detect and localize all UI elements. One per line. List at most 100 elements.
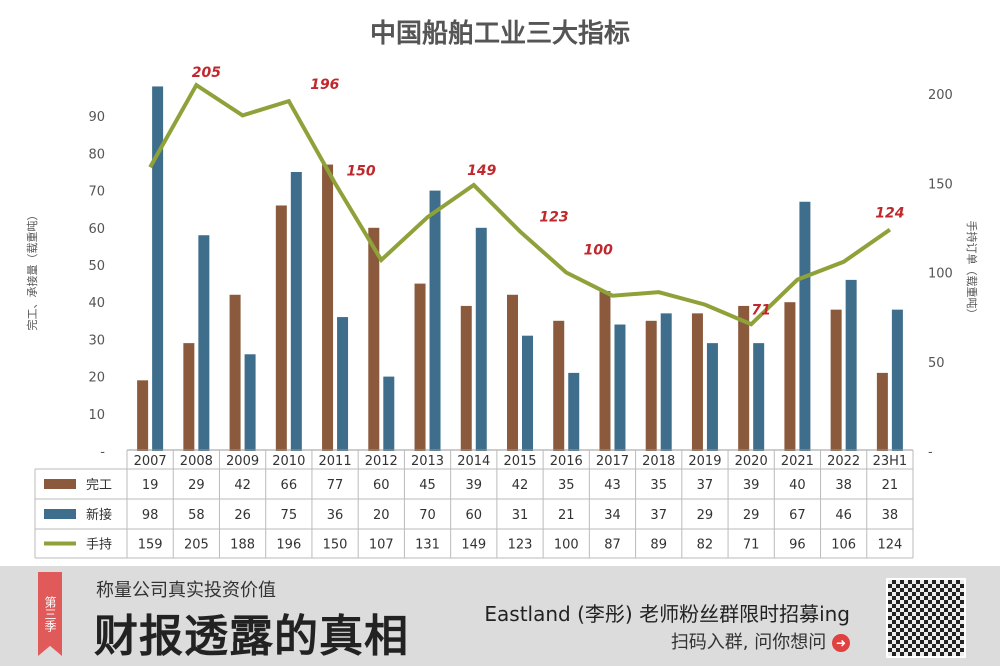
table-cell: 21 xyxy=(558,508,575,523)
bar-新接 xyxy=(845,279,857,451)
table-cell: 45 xyxy=(419,478,436,493)
left-axis-label: 完工、承接量（载重吨） xyxy=(25,210,39,331)
category-label: 2021 xyxy=(781,454,814,469)
bar-新接 xyxy=(290,172,302,451)
category-label: 2008 xyxy=(180,454,213,469)
bar-完工 xyxy=(414,283,426,451)
left-tick: 90 xyxy=(88,110,105,125)
bar-新接 xyxy=(475,227,487,451)
line-annotation: 100 xyxy=(584,243,613,259)
table-cell: 106 xyxy=(831,538,856,553)
table-cell: 31 xyxy=(512,508,529,523)
right-tick: 150 xyxy=(928,177,953,192)
category-label: 2022 xyxy=(827,454,860,469)
bar-完工 xyxy=(460,305,472,451)
right-axis-label: 手持订单（载重吨） xyxy=(965,221,979,320)
left-tick: 20 xyxy=(88,371,105,386)
legend-label: 新接 xyxy=(86,507,112,523)
table-cell: 39 xyxy=(465,478,482,493)
table-cell: 29 xyxy=(188,478,205,493)
chart-title: 中国船舶工业三大指标 xyxy=(370,18,630,49)
left-tick: 30 xyxy=(88,333,105,348)
cta-text: 扫码入群, 问你想问 xyxy=(670,632,827,653)
left-tick: 60 xyxy=(88,222,105,237)
bar-完工 xyxy=(368,227,380,451)
arrow-right-circle-icon: ➜ xyxy=(832,634,850,652)
bar-完工 xyxy=(830,309,842,451)
bar-完工 xyxy=(876,372,888,451)
table-cell: 34 xyxy=(604,508,621,523)
table-cell: 36 xyxy=(327,508,344,523)
bar-新接 xyxy=(568,372,580,451)
category-label: 2016 xyxy=(550,454,583,469)
bar-完工 xyxy=(691,313,703,451)
cta[interactable]: 扫码入群, 问你想问 ➜ xyxy=(671,628,850,654)
legend-label: 手持 xyxy=(86,538,112,553)
right-tick: 200 xyxy=(928,88,953,103)
category-label: 2015 xyxy=(503,454,536,469)
category-label: 2009 xyxy=(226,454,259,469)
bar-新接 xyxy=(152,86,164,451)
table-cell: 67 xyxy=(789,508,806,523)
table-cell: 66 xyxy=(281,478,298,493)
table-cell: 205 xyxy=(184,538,209,553)
bar-完工 xyxy=(137,380,149,451)
line-annotation: 149 xyxy=(467,163,496,179)
table-cell: 35 xyxy=(650,478,667,493)
table-cell: 39 xyxy=(743,478,760,493)
table-cell: 82 xyxy=(697,538,714,553)
qr-code xyxy=(886,578,966,658)
table-cell: 42 xyxy=(234,478,251,493)
bar-完工 xyxy=(507,294,518,451)
table-cell: 46 xyxy=(835,508,852,523)
bar-新接 xyxy=(799,201,811,451)
bar-新接 xyxy=(337,317,349,451)
bar-完工 xyxy=(738,305,750,451)
category-label: 2013 xyxy=(411,454,444,469)
chart: 中国船舶工业三大指标 - 10 20 30 40 50 60 70 80 90 - 50 100 150 20… xyxy=(25,18,979,559)
category-label: 2010 xyxy=(272,454,305,469)
right-tick: 50 xyxy=(928,356,945,371)
table-cell: 37 xyxy=(697,478,714,493)
line-annotation: 150 xyxy=(346,163,375,179)
table-cell: 131 xyxy=(415,538,440,553)
table-cell: 42 xyxy=(512,478,529,493)
category-label: 2017 xyxy=(596,454,629,469)
bar-完工 xyxy=(229,294,241,451)
table-cell: 196 xyxy=(276,538,301,553)
table-cell: 100 xyxy=(554,538,579,553)
table-cell: 124 xyxy=(877,538,902,553)
left-tick: 40 xyxy=(88,296,105,311)
bar-新接 xyxy=(522,335,533,451)
bar-新接 xyxy=(706,343,718,451)
category-label: 2014 xyxy=(457,454,490,469)
line-手持 xyxy=(148,82,892,327)
table-cell: 188 xyxy=(230,538,255,553)
category-label: 2012 xyxy=(365,454,398,469)
table-cell: 29 xyxy=(743,508,760,523)
category-label: 2018 xyxy=(642,454,675,469)
bar-新接 xyxy=(198,235,210,451)
table-cell: 60 xyxy=(465,508,482,523)
table-cell: 150 xyxy=(323,538,348,553)
table-cell: 75 xyxy=(281,508,298,523)
left-tick: 10 xyxy=(88,408,105,423)
banner-title: 财报透露的真相 xyxy=(94,611,409,662)
bar-完工 xyxy=(645,320,657,451)
table-cell: 107 xyxy=(369,538,394,553)
table-cell: 159 xyxy=(138,538,163,553)
table-cell: 96 xyxy=(789,538,806,553)
table-cell: 35 xyxy=(558,478,575,493)
table-cell: 37 xyxy=(650,508,667,523)
bar-完工 xyxy=(599,291,611,451)
line-annotation: 124 xyxy=(875,206,904,222)
category-label: 2019 xyxy=(688,454,721,469)
bar-完工 xyxy=(784,302,796,451)
table-cell: 21 xyxy=(882,478,899,493)
left-tick: 70 xyxy=(88,185,105,200)
left-tick: 50 xyxy=(88,259,105,274)
table-cell: 98 xyxy=(142,508,159,523)
table-cell: 43 xyxy=(604,478,621,493)
table-cell: 60 xyxy=(373,478,390,493)
season-ribbon: 第三季 xyxy=(38,572,62,656)
